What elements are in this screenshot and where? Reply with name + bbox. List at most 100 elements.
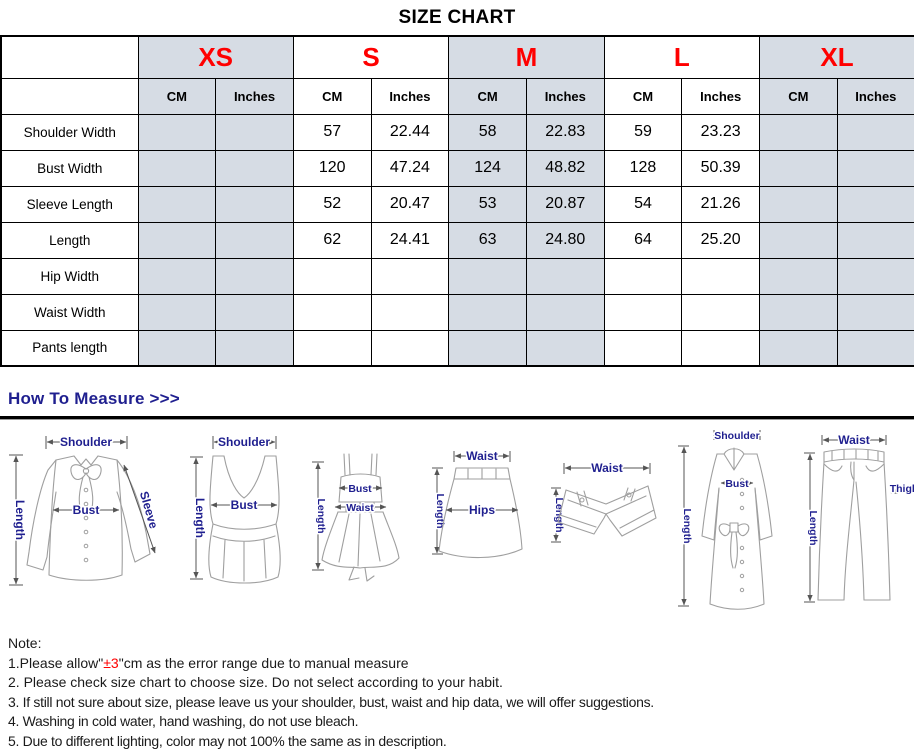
size-cell: 124 [449, 150, 527, 186]
size-cell: 58 [449, 114, 527, 150]
length-label: Length [681, 509, 693, 544]
size-cell: 63 [449, 222, 527, 258]
row-label: Waist Width [1, 294, 138, 330]
size-cell [837, 114, 914, 150]
table-row-pants-length: Pants length [1, 330, 914, 366]
size-cell [449, 258, 527, 294]
thigh-label: Thigh [890, 483, 914, 495]
size-cell [760, 150, 838, 186]
size-cell [760, 222, 838, 258]
how-to-measure-heading: How To Measure >>> [8, 389, 914, 409]
size-cell [138, 330, 216, 366]
cami-dress-diagram: Length Bust Waist [308, 448, 413, 586]
size-cell: 21.26 [682, 186, 760, 222]
size-cell [682, 330, 760, 366]
table-row-sleeve-length: Sleeve Length 52 20.47 53 20.87 54 21.26 [1, 186, 914, 222]
size-header-xs: XS [138, 36, 293, 78]
notes-heading: Note: [8, 634, 914, 654]
size-cell [138, 258, 216, 294]
table-row-shoulder-width: Shoulder Width 57 22.44 58 22.83 59 23.2… [1, 114, 914, 150]
unit-header-cm: CM [760, 78, 838, 114]
size-cell [526, 330, 604, 366]
waist-label: Waist [466, 449, 498, 463]
size-cell [760, 114, 838, 150]
page-title: SIZE CHART [0, 0, 914, 35]
size-cell [216, 222, 294, 258]
corner-cell [1, 36, 138, 78]
size-cell [604, 330, 682, 366]
size-cell [837, 258, 914, 294]
size-cell: 62 [293, 222, 371, 258]
unit-header-row: CM Inches CM Inches CM Inches CM Inches … [1, 78, 914, 114]
waist-label: Waist [838, 433, 870, 447]
size-cell: 23.23 [682, 114, 760, 150]
bust-label: Bust [73, 503, 100, 517]
unit-header-cm: CM [604, 78, 682, 114]
size-cell [760, 294, 838, 330]
length-label: Length [807, 511, 819, 546]
size-cell [138, 294, 216, 330]
size-cell: 53 [449, 186, 527, 222]
size-cell: 57 [293, 114, 371, 150]
size-header-l: L [604, 36, 759, 78]
size-cell [138, 186, 216, 222]
bust-label: Bust [348, 483, 372, 495]
size-cell [216, 330, 294, 366]
table-row-bust-width: Bust Width 120 47.24 124 48.82 128 50.39 [1, 150, 914, 186]
note-line-5: 5. Due to different lighting, color may … [8, 732, 914, 751]
size-cell [371, 258, 449, 294]
unit-header-inches: Inches [837, 78, 914, 114]
length-label: Length [193, 498, 207, 538]
note-highlight: ±3 [103, 655, 118, 671]
row-label: Sleeve Length [1, 186, 138, 222]
shorts-diagram: Waist Length [548, 460, 663, 562]
size-cell: 25.20 [682, 222, 760, 258]
shoulder-label: Shoulder [714, 430, 760, 442]
unit-header-inches: Inches [526, 78, 604, 114]
size-header-xl: XL [760, 36, 914, 78]
row-label: Length [1, 222, 138, 258]
size-cell: 47.24 [371, 150, 449, 186]
size-cell: 52 [293, 186, 371, 222]
size-cell [449, 294, 527, 330]
size-cell: 59 [604, 114, 682, 150]
hips-label: Hips [469, 503, 495, 517]
size-cell: 128 [604, 150, 682, 186]
size-cell [216, 258, 294, 294]
waist-label: Waist [591, 461, 623, 475]
size-cell: 48.82 [526, 150, 604, 186]
coat-diagram: Shoulder Length Bust [672, 428, 792, 620]
size-cell [837, 150, 914, 186]
unit-header-cm: CM [449, 78, 527, 114]
shoulder-label: Shoulder [60, 435, 112, 449]
length-label: Length [434, 494, 446, 529]
size-cell [216, 150, 294, 186]
note-text: 1.Please allow" [8, 655, 103, 671]
table-row-length: Length 62 24.41 63 24.80 64 25.20 [1, 222, 914, 258]
size-cell [216, 294, 294, 330]
size-cell: 24.41 [371, 222, 449, 258]
corner-cell [1, 78, 138, 114]
bust-label: Bust [725, 478, 749, 490]
blouse-diagram: Shoulder Length Bust Sleeve [4, 432, 179, 600]
bust-label: Bust [231, 498, 258, 512]
size-cell: 22.83 [526, 114, 604, 150]
unit-header-inches: Inches [371, 78, 449, 114]
pants-diagram: Waist Length Thigh [798, 432, 914, 616]
notes-section: Note: 1.Please allow"±3"cm as the error … [8, 634, 914, 751]
size-cell: 64 [604, 222, 682, 258]
size-cell [216, 186, 294, 222]
size-header-s: S [293, 36, 448, 78]
shoulder-label: Shoulder [218, 435, 270, 449]
size-cell [138, 222, 216, 258]
size-cell: 120 [293, 150, 371, 186]
row-label: Bust Width [1, 150, 138, 186]
size-header-m: M [449, 36, 604, 78]
unit-header-inches: Inches [216, 78, 294, 114]
row-label: Hip Width [1, 258, 138, 294]
size-cell [604, 294, 682, 330]
size-cell [138, 150, 216, 186]
size-cell [371, 294, 449, 330]
size-cell [604, 258, 682, 294]
skirt-diagram: Waist Length Hips [428, 448, 533, 570]
